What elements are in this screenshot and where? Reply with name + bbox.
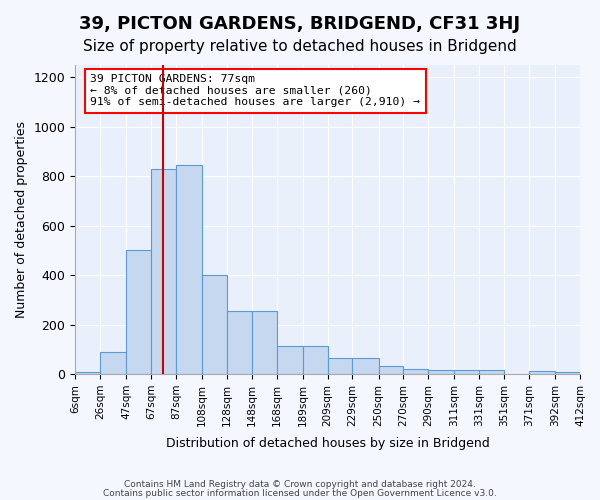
Bar [100, 352, 126, 374]
Bar [352, 358, 379, 374]
Bar [277, 346, 303, 374]
Text: Size of property relative to detached houses in Bridgend: Size of property relative to detached ho… [83, 39, 517, 54]
Bar [75, 372, 100, 374]
Bar [555, 372, 580, 374]
Bar [403, 369, 428, 374]
Bar [126, 250, 151, 374]
Bar [479, 370, 504, 374]
Bar [454, 370, 479, 374]
Text: Contains HM Land Registry data © Crown copyright and database right 2024.: Contains HM Land Registry data © Crown c… [124, 480, 476, 489]
Text: Contains public sector information licensed under the Open Government Licence v3: Contains public sector information licen… [103, 488, 497, 498]
Bar [428, 370, 454, 374]
Bar [151, 169, 176, 374]
Text: 39 PICTON GARDENS: 77sqm
← 8% of detached houses are smaller (260)
91% of semi-d: 39 PICTON GARDENS: 77sqm ← 8% of detache… [90, 74, 420, 108]
Text: 39, PICTON GARDENS, BRIDGEND, CF31 3HJ: 39, PICTON GARDENS, BRIDGEND, CF31 3HJ [79, 15, 521, 33]
Bar [252, 311, 277, 374]
Bar [379, 366, 403, 374]
Bar [328, 358, 352, 374]
X-axis label: Distribution of detached houses by size in Bridgend: Distribution of detached houses by size … [166, 437, 490, 450]
Y-axis label: Number of detached properties: Number of detached properties [15, 121, 28, 318]
Bar [529, 371, 555, 374]
Bar [303, 346, 328, 374]
Bar [202, 275, 227, 374]
Bar [227, 311, 252, 374]
Bar [176, 165, 202, 374]
